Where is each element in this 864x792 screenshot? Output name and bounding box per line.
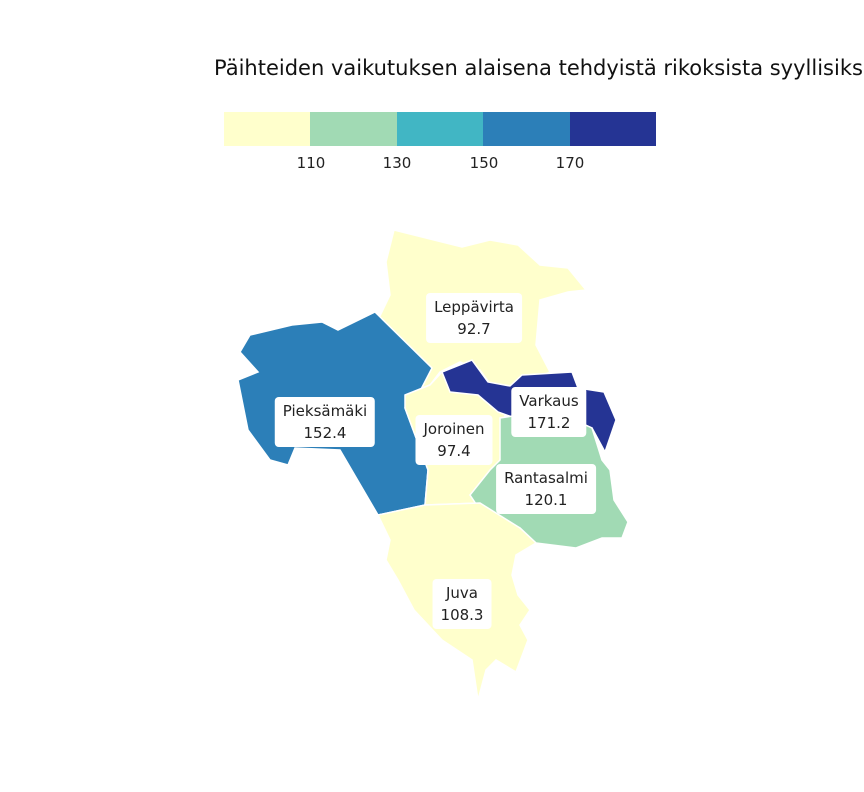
label-rantasalmi-name: Rantasalmi <box>504 469 588 487</box>
legend-tick-4: 170 <box>555 154 585 172</box>
legend-tick-2: 130 <box>382 154 412 172</box>
label-pieksamaki: Pieksämäki 152.4 <box>274 397 376 447</box>
label-joroinen-value: 97.4 <box>437 442 471 460</box>
label-juva: Juva 108.3 <box>432 579 492 629</box>
label-rantasalmi: Rantasalmi 120.1 <box>496 464 596 514</box>
label-pieksamaki-value: 152.4 <box>303 424 347 442</box>
label-juva-name: Juva <box>445 584 478 602</box>
label-pieksamaki-name: Pieksämäki <box>282 402 368 420</box>
label-varkaus-name: Varkaus <box>519 392 579 410</box>
legend-swatch-3 <box>396 112 484 146</box>
label-leppavirta-value: 92.7 <box>457 320 491 338</box>
label-joroinen-name: Joroinen <box>423 420 485 438</box>
label-leppavirta: Leppävirta 92.7 <box>426 293 522 343</box>
label-leppavirta-name: Leppävirta <box>434 298 514 316</box>
legend-swatch-4 <box>483 112 570 146</box>
legend-swatch-5 <box>569 112 657 146</box>
label-varkaus-value: 171.2 <box>527 414 571 432</box>
color-legend <box>224 112 657 146</box>
map-title: Päihteiden vaikutuksen alaisena tehdyist… <box>214 56 864 80</box>
legend-tick-1: 110 <box>296 154 326 172</box>
legend-tick-3: 150 <box>469 154 499 172</box>
label-rantasalmi-value: 120.1 <box>524 491 568 509</box>
label-juva-value: 108.3 <box>440 606 484 624</box>
legend-swatch-2 <box>310 112 397 146</box>
label-varkaus: Varkaus 171.2 <box>511 387 587 437</box>
label-joroinen: Joroinen 97.4 <box>415 415 493 465</box>
legend-swatch-1 <box>224 112 311 146</box>
